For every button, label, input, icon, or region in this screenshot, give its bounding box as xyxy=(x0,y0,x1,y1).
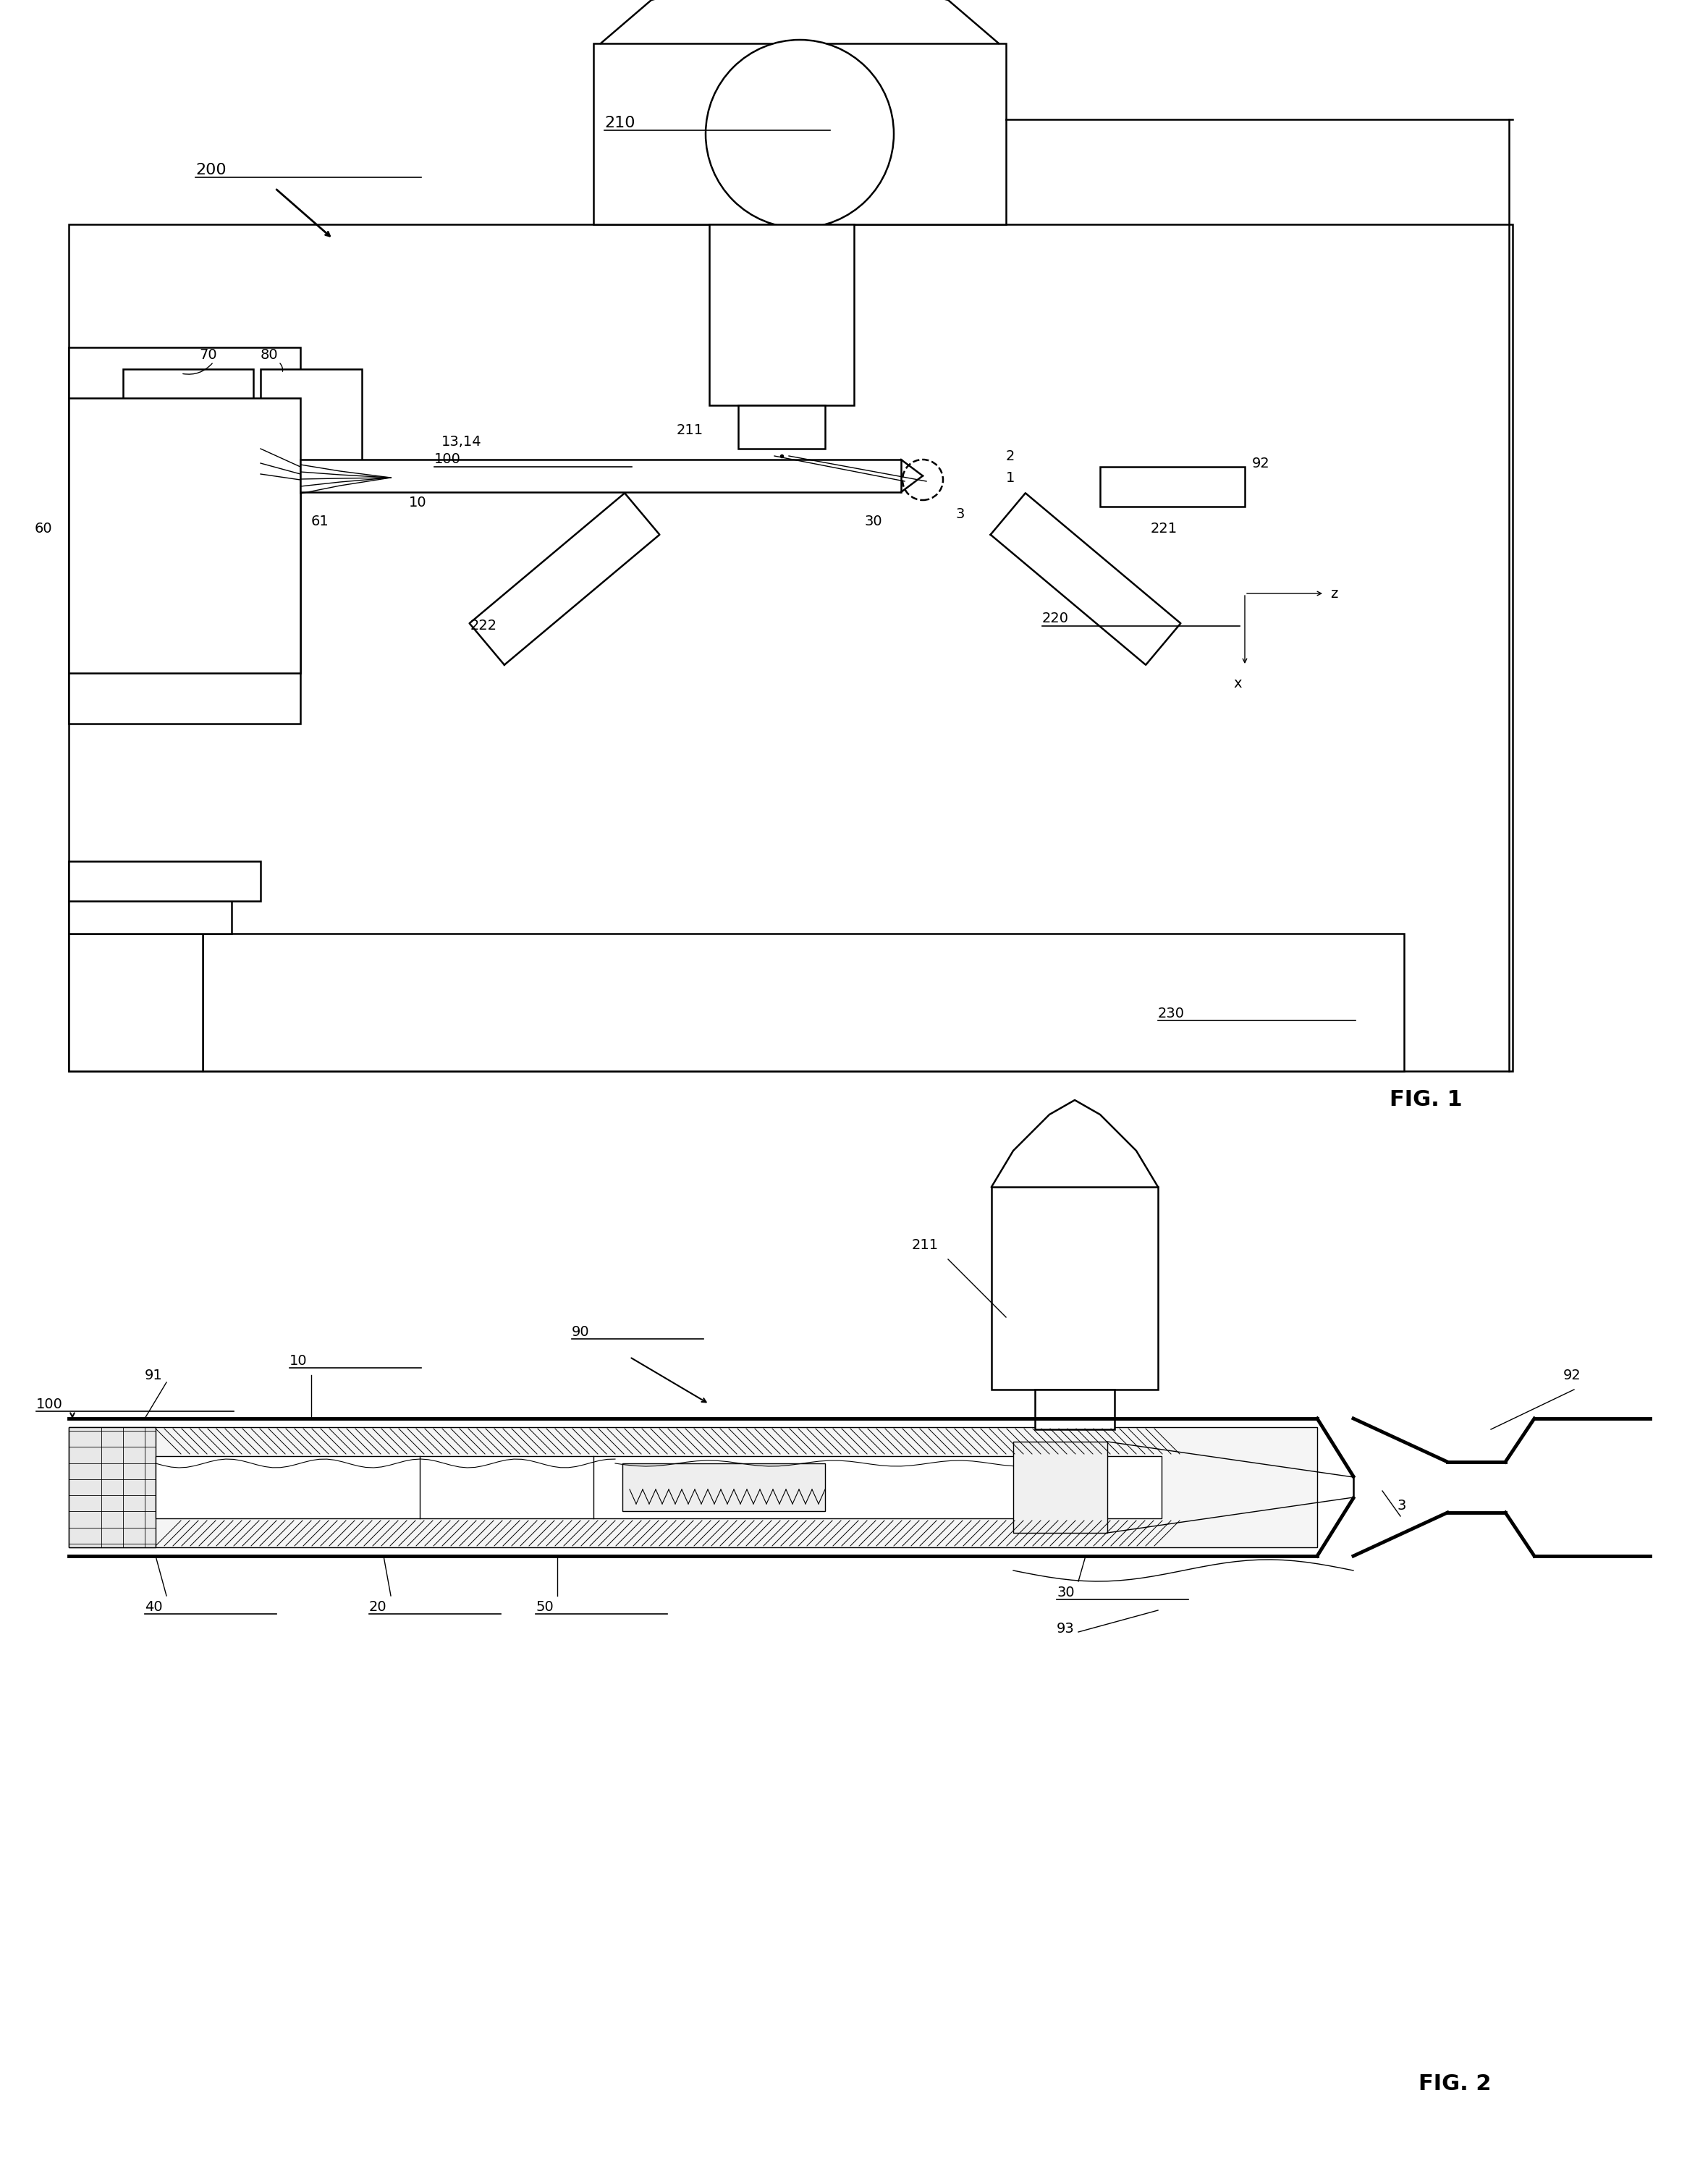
Text: 90: 90 xyxy=(572,1325,589,1338)
Text: 13,14: 13,14 xyxy=(441,434,482,449)
Bar xyxy=(709,223,854,406)
Bar xyxy=(1100,466,1245,508)
Text: 70: 70 xyxy=(200,347,217,362)
Text: z: z xyxy=(1331,586,1337,601)
Bar xyxy=(1013,1442,1107,1533)
Bar xyxy=(68,861,261,900)
Bar xyxy=(68,933,203,1071)
Bar xyxy=(68,399,301,672)
Circle shape xyxy=(705,39,893,228)
Bar xyxy=(155,1455,1161,1518)
Text: 2: 2 xyxy=(1006,449,1015,462)
Bar xyxy=(593,43,1006,223)
Bar xyxy=(68,1427,1317,1546)
Bar xyxy=(68,898,232,933)
Text: FIG. 2: FIG. 2 xyxy=(1419,2074,1491,2095)
Text: 93: 93 xyxy=(1057,1622,1074,1635)
Text: 210: 210 xyxy=(605,115,635,130)
Bar xyxy=(203,933,1404,1071)
Text: 211: 211 xyxy=(676,423,704,438)
Bar xyxy=(992,1186,1158,1390)
Text: 10: 10 xyxy=(408,497,427,510)
Bar xyxy=(68,347,301,724)
Text: 30: 30 xyxy=(1057,1586,1074,1599)
Text: FIG. 1: FIG. 1 xyxy=(1390,1089,1462,1111)
Text: x: x xyxy=(1233,677,1242,690)
Text: 30: 30 xyxy=(864,514,883,527)
Text: 60: 60 xyxy=(34,521,53,536)
Text: 91: 91 xyxy=(145,1369,162,1382)
Bar xyxy=(123,369,253,464)
Text: 3: 3 xyxy=(955,508,965,521)
Bar xyxy=(738,406,825,449)
Text: 80: 80 xyxy=(261,347,278,362)
Bar xyxy=(622,1464,825,1512)
Text: 100: 100 xyxy=(36,1397,63,1410)
Text: 10: 10 xyxy=(289,1353,307,1366)
Text: 92: 92 xyxy=(1563,1369,1582,1382)
Text: 92: 92 xyxy=(1252,455,1271,471)
Text: 1: 1 xyxy=(1006,471,1015,484)
Text: 211: 211 xyxy=(912,1238,939,1252)
Text: 200: 200 xyxy=(195,163,225,178)
Bar xyxy=(68,223,1513,1071)
Bar xyxy=(301,460,902,492)
Text: 40: 40 xyxy=(145,1601,162,1614)
Bar xyxy=(261,369,362,464)
Text: 230: 230 xyxy=(1158,1006,1185,1019)
Text: 20: 20 xyxy=(369,1601,388,1614)
Bar xyxy=(1035,1390,1115,1429)
Text: 50: 50 xyxy=(536,1601,553,1614)
Text: 222: 222 xyxy=(470,618,497,633)
Text: 3: 3 xyxy=(1397,1499,1406,1512)
Text: 61: 61 xyxy=(311,514,330,527)
Text: 220: 220 xyxy=(1042,612,1069,625)
Text: 221: 221 xyxy=(1151,521,1177,536)
Bar xyxy=(68,1427,155,1546)
Text: 100: 100 xyxy=(434,453,461,466)
